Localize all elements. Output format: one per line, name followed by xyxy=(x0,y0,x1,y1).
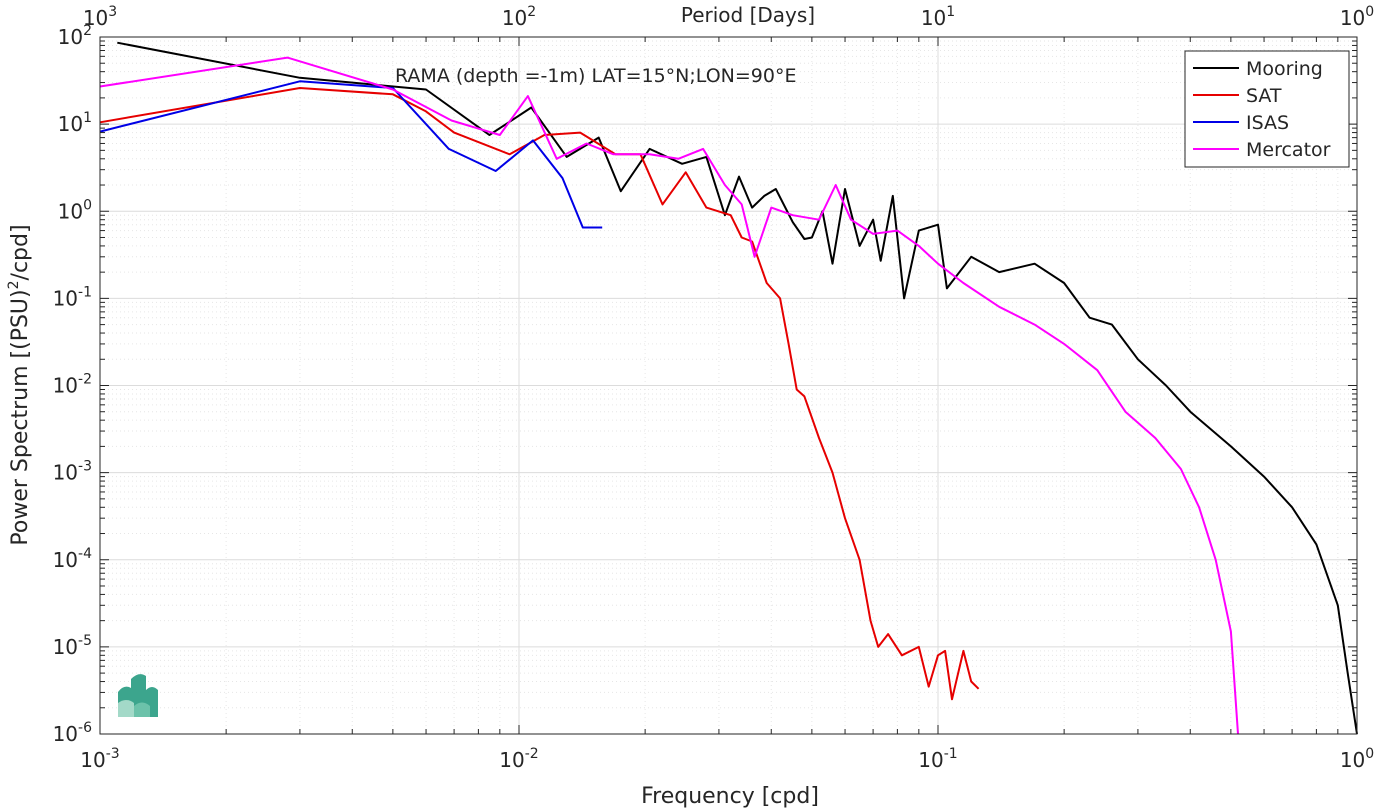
x-tick-label-base: 10 xyxy=(918,748,943,772)
top-tick-label-exponent: 0 xyxy=(1365,4,1374,20)
x-tick-label: 10-2 xyxy=(499,746,538,772)
legend-label-mercator: Mercator xyxy=(1246,139,1331,161)
y-axis-label-main: Power Spectrum [(PSU) xyxy=(8,289,33,545)
top-tick-label-base: 10 xyxy=(1340,6,1365,30)
y-axis-label: Power Spectrum [(PSU)2/cpd] xyxy=(6,224,33,545)
y-tick-label: 10-4 xyxy=(53,546,93,572)
y-tick-label: 101 xyxy=(58,110,92,136)
y-tick-label-exponent: -5 xyxy=(78,633,92,649)
top-tick-label: 101 xyxy=(921,4,955,30)
y-tick-label: 10-1 xyxy=(53,284,92,310)
y-axis-label-exponent: 2 xyxy=(6,280,22,289)
top-tick-label-exponent: 3 xyxy=(108,4,117,20)
y-tick-label-exponent: -4 xyxy=(78,546,92,562)
y-tick-label-base: 10 xyxy=(58,25,83,49)
x-tick-label-exponent: -1 xyxy=(944,746,958,762)
top-tick-label: 100 xyxy=(1340,4,1374,30)
y-tick-label: 10-5 xyxy=(53,633,92,659)
legend-box xyxy=(1184,50,1350,168)
y-tick-label-exponent: -1 xyxy=(78,284,92,300)
y-tick-label-base: 10 xyxy=(53,286,78,310)
y-tick-label-exponent: -6 xyxy=(78,720,92,736)
y-axis-label-tail: /cpd] xyxy=(8,224,33,280)
top-tick-label-exponent: 2 xyxy=(527,4,536,20)
y-tick-label-base: 10 xyxy=(53,635,78,659)
top-tick-label-exponent: 1 xyxy=(946,4,955,20)
y-tick-label-base: 10 xyxy=(53,374,78,398)
legend-label-sat: SAT xyxy=(1246,85,1282,107)
y-tick-label: 10-3 xyxy=(53,459,92,485)
y-tick-label-base: 10 xyxy=(53,548,78,572)
top-axis-label: Period [Days] xyxy=(681,3,815,27)
series-line-sat xyxy=(99,87,980,701)
logo-mark-wave xyxy=(134,702,150,717)
y-tick-label: 10-6 xyxy=(53,720,93,746)
y-tick-label-base: 10 xyxy=(58,199,83,223)
y-tick-label-exponent: -2 xyxy=(78,372,92,388)
logo-mark-shade xyxy=(118,700,134,717)
y-tick-label-exponent: 0 xyxy=(83,197,92,213)
grid-lines xyxy=(99,37,1357,735)
tick-marks xyxy=(99,36,1358,735)
top-tick-label: 102 xyxy=(502,4,536,30)
legend-label-isas: ISAS xyxy=(1246,112,1289,134)
data-series xyxy=(99,41,1358,735)
salinity-pi-mep-logo xyxy=(118,674,158,717)
y-tick-label-exponent: -3 xyxy=(78,459,92,475)
y-tick-label: 100 xyxy=(58,197,92,223)
x-tick-label: 10-3 xyxy=(80,746,119,772)
x-tick-label-base: 10 xyxy=(1340,748,1365,772)
top-tick-label-base: 10 xyxy=(502,6,527,30)
x-tick-label-exponent: -3 xyxy=(106,746,120,762)
y-tick-label: 10-2 xyxy=(53,372,92,398)
y-tick-label-exponent: 1 xyxy=(83,110,92,126)
x-tick-label-base: 10 xyxy=(499,748,524,772)
x-tick-label: 10-1 xyxy=(918,746,957,772)
top-tick-label-base: 10 xyxy=(921,6,946,30)
y-tick-label-exponent: 2 xyxy=(83,23,92,39)
x-tick-label: 100 xyxy=(1340,746,1374,772)
series-line-mooring xyxy=(117,41,1358,735)
y-tick-label: 102 xyxy=(58,23,92,49)
y-tick-label-base: 10 xyxy=(53,461,78,485)
legend-label-mooring: Mooring xyxy=(1246,58,1323,80)
series-line-mercator xyxy=(99,56,1239,735)
x-tick-label-base: 10 xyxy=(80,748,105,772)
x-axis-label: Frequency [cpd] xyxy=(641,784,819,809)
chart-title: RAMA (depth =-1m) LAT=15°N;LON=90°E xyxy=(395,65,796,87)
top-tick-label: 103 xyxy=(83,4,117,30)
x-tick-label-exponent: 0 xyxy=(1365,746,1374,762)
y-tick-label-base: 10 xyxy=(53,722,78,746)
top-tick-label-base: 10 xyxy=(83,6,108,30)
legend: Mooring SAT ISAS Mercator xyxy=(1184,50,1350,168)
y-tick-label-base: 10 xyxy=(58,112,83,136)
x-tick-label-exponent: -2 xyxy=(525,746,539,762)
series-line-isas xyxy=(99,80,603,229)
